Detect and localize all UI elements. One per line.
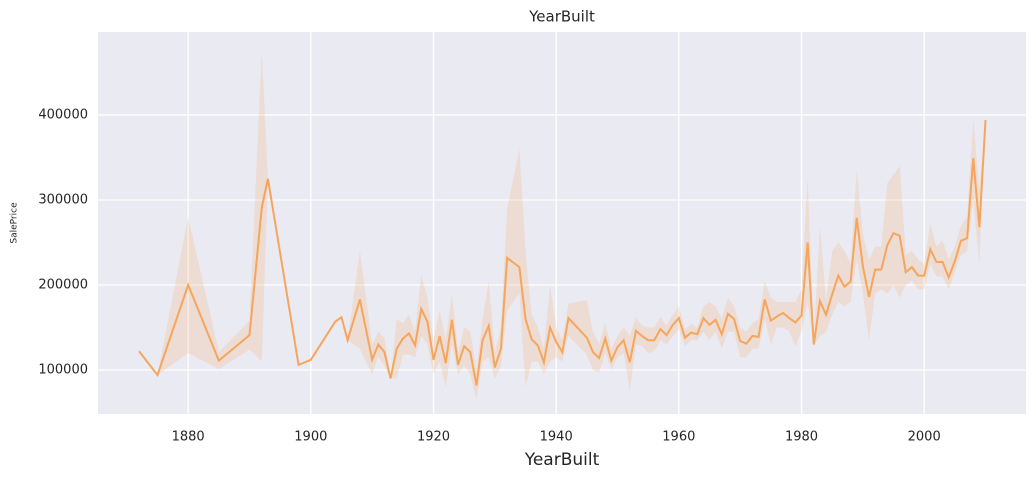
confidence-band — [139, 51, 986, 400]
x-tick-label: 1940 — [540, 430, 573, 445]
y-tick-label: 400000 — [38, 107, 88, 122]
x-axis-label: YearBuilt — [524, 450, 600, 470]
x-tick-label: 1880 — [172, 430, 205, 445]
x-tick-label: 1920 — [417, 430, 450, 445]
y-axis-label: SalePrice — [10, 202, 20, 244]
y-tick-label: 100000 — [38, 362, 88, 377]
y-tick-label: 300000 — [38, 192, 88, 207]
y-tick-label: 200000 — [38, 277, 88, 292]
x-tick-label: 1980 — [785, 430, 818, 445]
chart-title: YearBuilt — [528, 8, 595, 26]
x-tick-label: 2000 — [908, 430, 941, 445]
x-tick-label: 1960 — [662, 430, 695, 445]
line — [138, 120, 987, 386]
x-tick-label: 1900 — [294, 430, 327, 445]
